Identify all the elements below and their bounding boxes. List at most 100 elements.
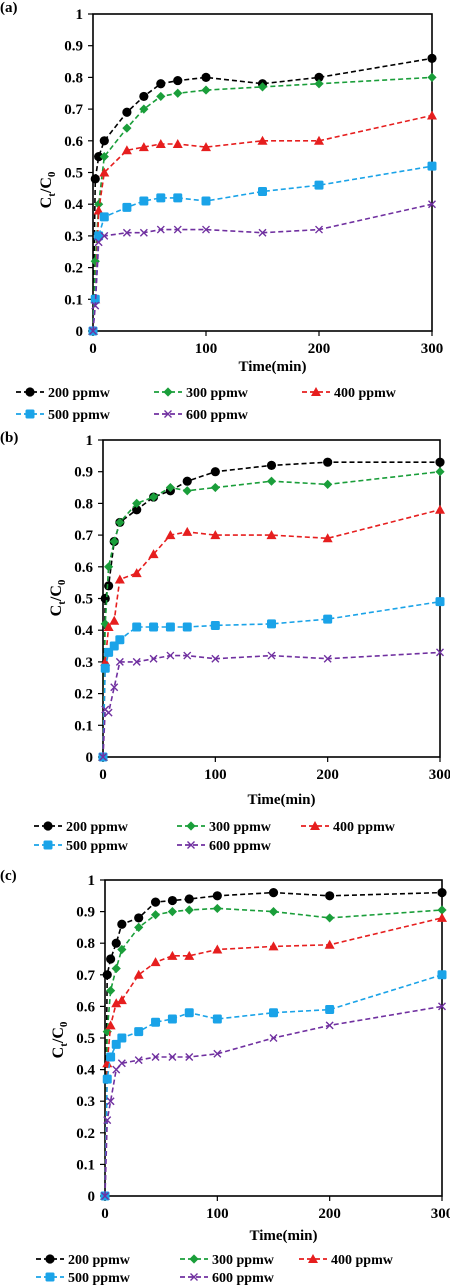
data-point xyxy=(266,530,277,540)
legend-label: 400 ppmw xyxy=(334,386,397,401)
data-point xyxy=(100,593,110,604)
data-point xyxy=(117,919,127,929)
data-point xyxy=(110,683,119,692)
x-tick-label: 0 xyxy=(89,341,97,357)
data-point xyxy=(94,199,104,209)
legend-label: 200 ppmw xyxy=(48,386,111,401)
data-point xyxy=(156,79,166,89)
series-line xyxy=(104,891,443,1197)
y-tick-label: 0.1 xyxy=(76,1157,95,1173)
y-axis-label: Ct/C0 xyxy=(48,579,68,616)
data-point xyxy=(427,53,437,63)
data-point xyxy=(134,1056,143,1065)
x-tick-label: 100 xyxy=(195,341,218,357)
data-point xyxy=(100,656,111,666)
y-tick-label: 0.1 xyxy=(74,718,93,734)
data-point xyxy=(323,654,332,663)
data-point xyxy=(94,152,104,162)
y-tick-label: 0.4 xyxy=(76,1063,95,1079)
data-point xyxy=(172,138,183,148)
series-600-ppmw xyxy=(89,200,436,335)
legend-label: 500 ppmw xyxy=(68,1271,131,1286)
data-point xyxy=(91,301,100,310)
series-line xyxy=(104,907,443,1197)
data-point xyxy=(122,202,132,212)
data-point xyxy=(156,225,165,234)
data-point xyxy=(99,167,110,177)
legend-label: 400 ppmw xyxy=(331,1253,394,1268)
series-line xyxy=(102,651,441,758)
legend-marker xyxy=(163,387,173,397)
data-point xyxy=(139,196,149,206)
data-point xyxy=(94,238,103,247)
panel-label: (b) xyxy=(0,430,18,446)
legend-item: 200 ppmw xyxy=(36,1253,131,1268)
legend-label: 600 ppmw xyxy=(209,839,272,854)
data-point xyxy=(201,85,211,95)
data-point xyxy=(99,136,109,146)
x-tick-label: 0 xyxy=(99,767,107,783)
data-point xyxy=(173,225,182,234)
data-point xyxy=(184,894,194,904)
data-point xyxy=(427,110,437,120)
data-point xyxy=(99,212,109,222)
data-point xyxy=(133,969,144,979)
y-tick-label: 0.8 xyxy=(74,496,93,512)
y-tick-label: 0.3 xyxy=(64,229,83,245)
y-tick-label: 0.2 xyxy=(76,1126,95,1142)
y-axis-label: Ct/C0 xyxy=(38,171,58,208)
legend: 200 ppmw 300 ppmw 400 ppmw 500 ppmw 600 ppmw xyxy=(36,1253,394,1286)
data-point xyxy=(122,123,132,133)
y-tick-label: 0.6 xyxy=(64,134,83,150)
data-point xyxy=(325,891,335,901)
data-point xyxy=(268,907,279,917)
data-point xyxy=(165,530,176,540)
data-point xyxy=(257,82,268,92)
panel-label: (a) xyxy=(0,0,18,16)
data-point xyxy=(324,939,335,949)
data-point xyxy=(100,231,109,240)
y-tick-label: 0.9 xyxy=(76,905,95,921)
y-axis-label: Ct/C0 xyxy=(50,1021,70,1058)
legend-marker xyxy=(164,410,172,418)
data-point xyxy=(323,614,333,624)
data-point xyxy=(183,651,192,660)
y-tick-label: 1 xyxy=(76,7,84,23)
series-line xyxy=(102,508,441,758)
data-point xyxy=(121,145,132,155)
data-point xyxy=(435,467,445,477)
legend-item: 400 ppmw xyxy=(302,386,397,401)
data-point xyxy=(114,574,125,584)
data-point xyxy=(90,174,100,184)
legend-marker xyxy=(187,841,195,849)
data-point xyxy=(210,530,221,540)
data-point xyxy=(138,142,149,152)
legend-label: 300 ppmw xyxy=(209,820,272,835)
legend-label: 300 ppmw xyxy=(186,386,249,401)
data-point xyxy=(132,498,142,508)
legend-label: 300 ppmw xyxy=(212,1253,275,1268)
data-point xyxy=(165,622,175,632)
data-point xyxy=(314,180,324,190)
data-point xyxy=(103,1116,112,1125)
series-300-ppmw xyxy=(98,467,445,762)
data-point xyxy=(212,944,223,954)
data-point xyxy=(323,457,333,467)
data-point xyxy=(90,294,100,304)
chart-panel-1: (a) 0 0.1 0.2 0.3 0.4 0.5 0.6 0.7 0.8 0.9 1 0 100 200 3… xyxy=(0,0,443,423)
series-line xyxy=(92,114,433,332)
data-point xyxy=(201,72,211,82)
y-tick-label: 0.9 xyxy=(64,39,83,55)
series-line xyxy=(102,470,441,758)
data-point xyxy=(134,922,144,932)
data-point xyxy=(437,905,447,915)
y-tick-label: 0.1 xyxy=(64,292,83,308)
data-point xyxy=(315,225,323,234)
legend-marker xyxy=(190,1273,198,1281)
data-point xyxy=(325,1005,335,1015)
y-tick-label: 0.5 xyxy=(74,592,93,608)
data-point xyxy=(437,912,447,922)
data-point xyxy=(156,91,166,102)
y-tick-label: 0.2 xyxy=(64,261,83,277)
